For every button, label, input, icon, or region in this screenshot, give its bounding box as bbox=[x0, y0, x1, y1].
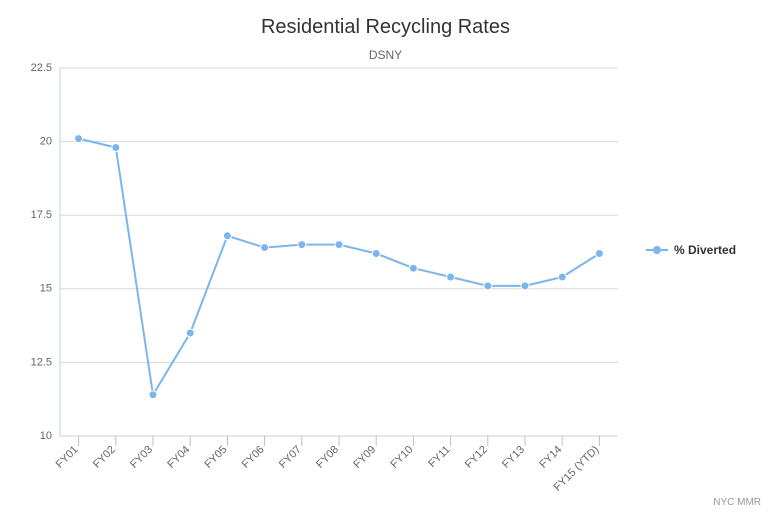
chart-credit: NYC MMR bbox=[713, 497, 761, 508]
data-point[interactable] bbox=[372, 249, 380, 257]
legend-line-left bbox=[646, 249, 653, 251]
data-point[interactable] bbox=[75, 135, 83, 143]
x-tick-label: FY02 bbox=[91, 444, 118, 471]
x-tick-label: FY05 bbox=[202, 444, 229, 471]
x-tick-label: FY07 bbox=[277, 444, 304, 471]
x-tick-label: FY13 bbox=[500, 444, 527, 471]
legend-marker bbox=[653, 246, 661, 254]
x-tick-label: FY11 bbox=[426, 444, 453, 471]
data-point[interactable] bbox=[595, 249, 603, 257]
chart-subtitle: DSNY bbox=[0, 48, 771, 62]
data-point[interactable] bbox=[298, 241, 306, 249]
data-point[interactable] bbox=[186, 329, 194, 337]
x-tick-label: FY09 bbox=[351, 444, 378, 471]
x-tick-label: FY12 bbox=[463, 444, 490, 471]
data-point[interactable] bbox=[112, 143, 120, 151]
legend-label: % Diverted bbox=[674, 243, 736, 257]
y-tick-label: 17.5 bbox=[31, 209, 52, 221]
series-line bbox=[79, 139, 600, 395]
y-tick-label: 15 bbox=[40, 283, 52, 295]
data-point[interactable] bbox=[223, 232, 231, 240]
data-point[interactable] bbox=[558, 273, 566, 281]
x-tick-label: FY10 bbox=[388, 444, 415, 471]
x-tick-label: FY08 bbox=[314, 444, 341, 471]
y-tick-label: 22.5 bbox=[31, 62, 52, 74]
chart-title: Residential Recycling Rates bbox=[0, 16, 771, 39]
y-tick-label: 20 bbox=[40, 136, 52, 148]
legend-swatch bbox=[646, 246, 668, 254]
data-point[interactable] bbox=[484, 282, 492, 290]
y-tick-label: 12.5 bbox=[31, 356, 52, 368]
data-point[interactable] bbox=[149, 391, 157, 399]
data-point[interactable] bbox=[409, 264, 417, 272]
legend[interactable]: % Diverted bbox=[646, 243, 736, 257]
data-point[interactable] bbox=[335, 241, 343, 249]
data-point[interactable] bbox=[521, 282, 529, 290]
x-tick-label: FY06 bbox=[240, 444, 267, 471]
y-tick-label: 10 bbox=[40, 430, 52, 442]
x-tick-label: FY03 bbox=[128, 444, 155, 471]
x-tick-label: FY04 bbox=[165, 444, 192, 471]
x-tick-label: FY01 bbox=[54, 444, 81, 471]
data-point[interactable] bbox=[261, 244, 269, 252]
chart-container: Residential Recycling Rates DSNY 1012.51… bbox=[0, 0, 771, 514]
legend-line-right bbox=[661, 249, 668, 251]
data-point[interactable] bbox=[447, 273, 455, 281]
chart-plot: 10 12.5 15 17.5 20 22.5 FY01 FY02 FY03 FY04 FY05 FY… bbox=[0, 0, 771, 514]
x-tick-label: FY14 bbox=[537, 444, 564, 471]
